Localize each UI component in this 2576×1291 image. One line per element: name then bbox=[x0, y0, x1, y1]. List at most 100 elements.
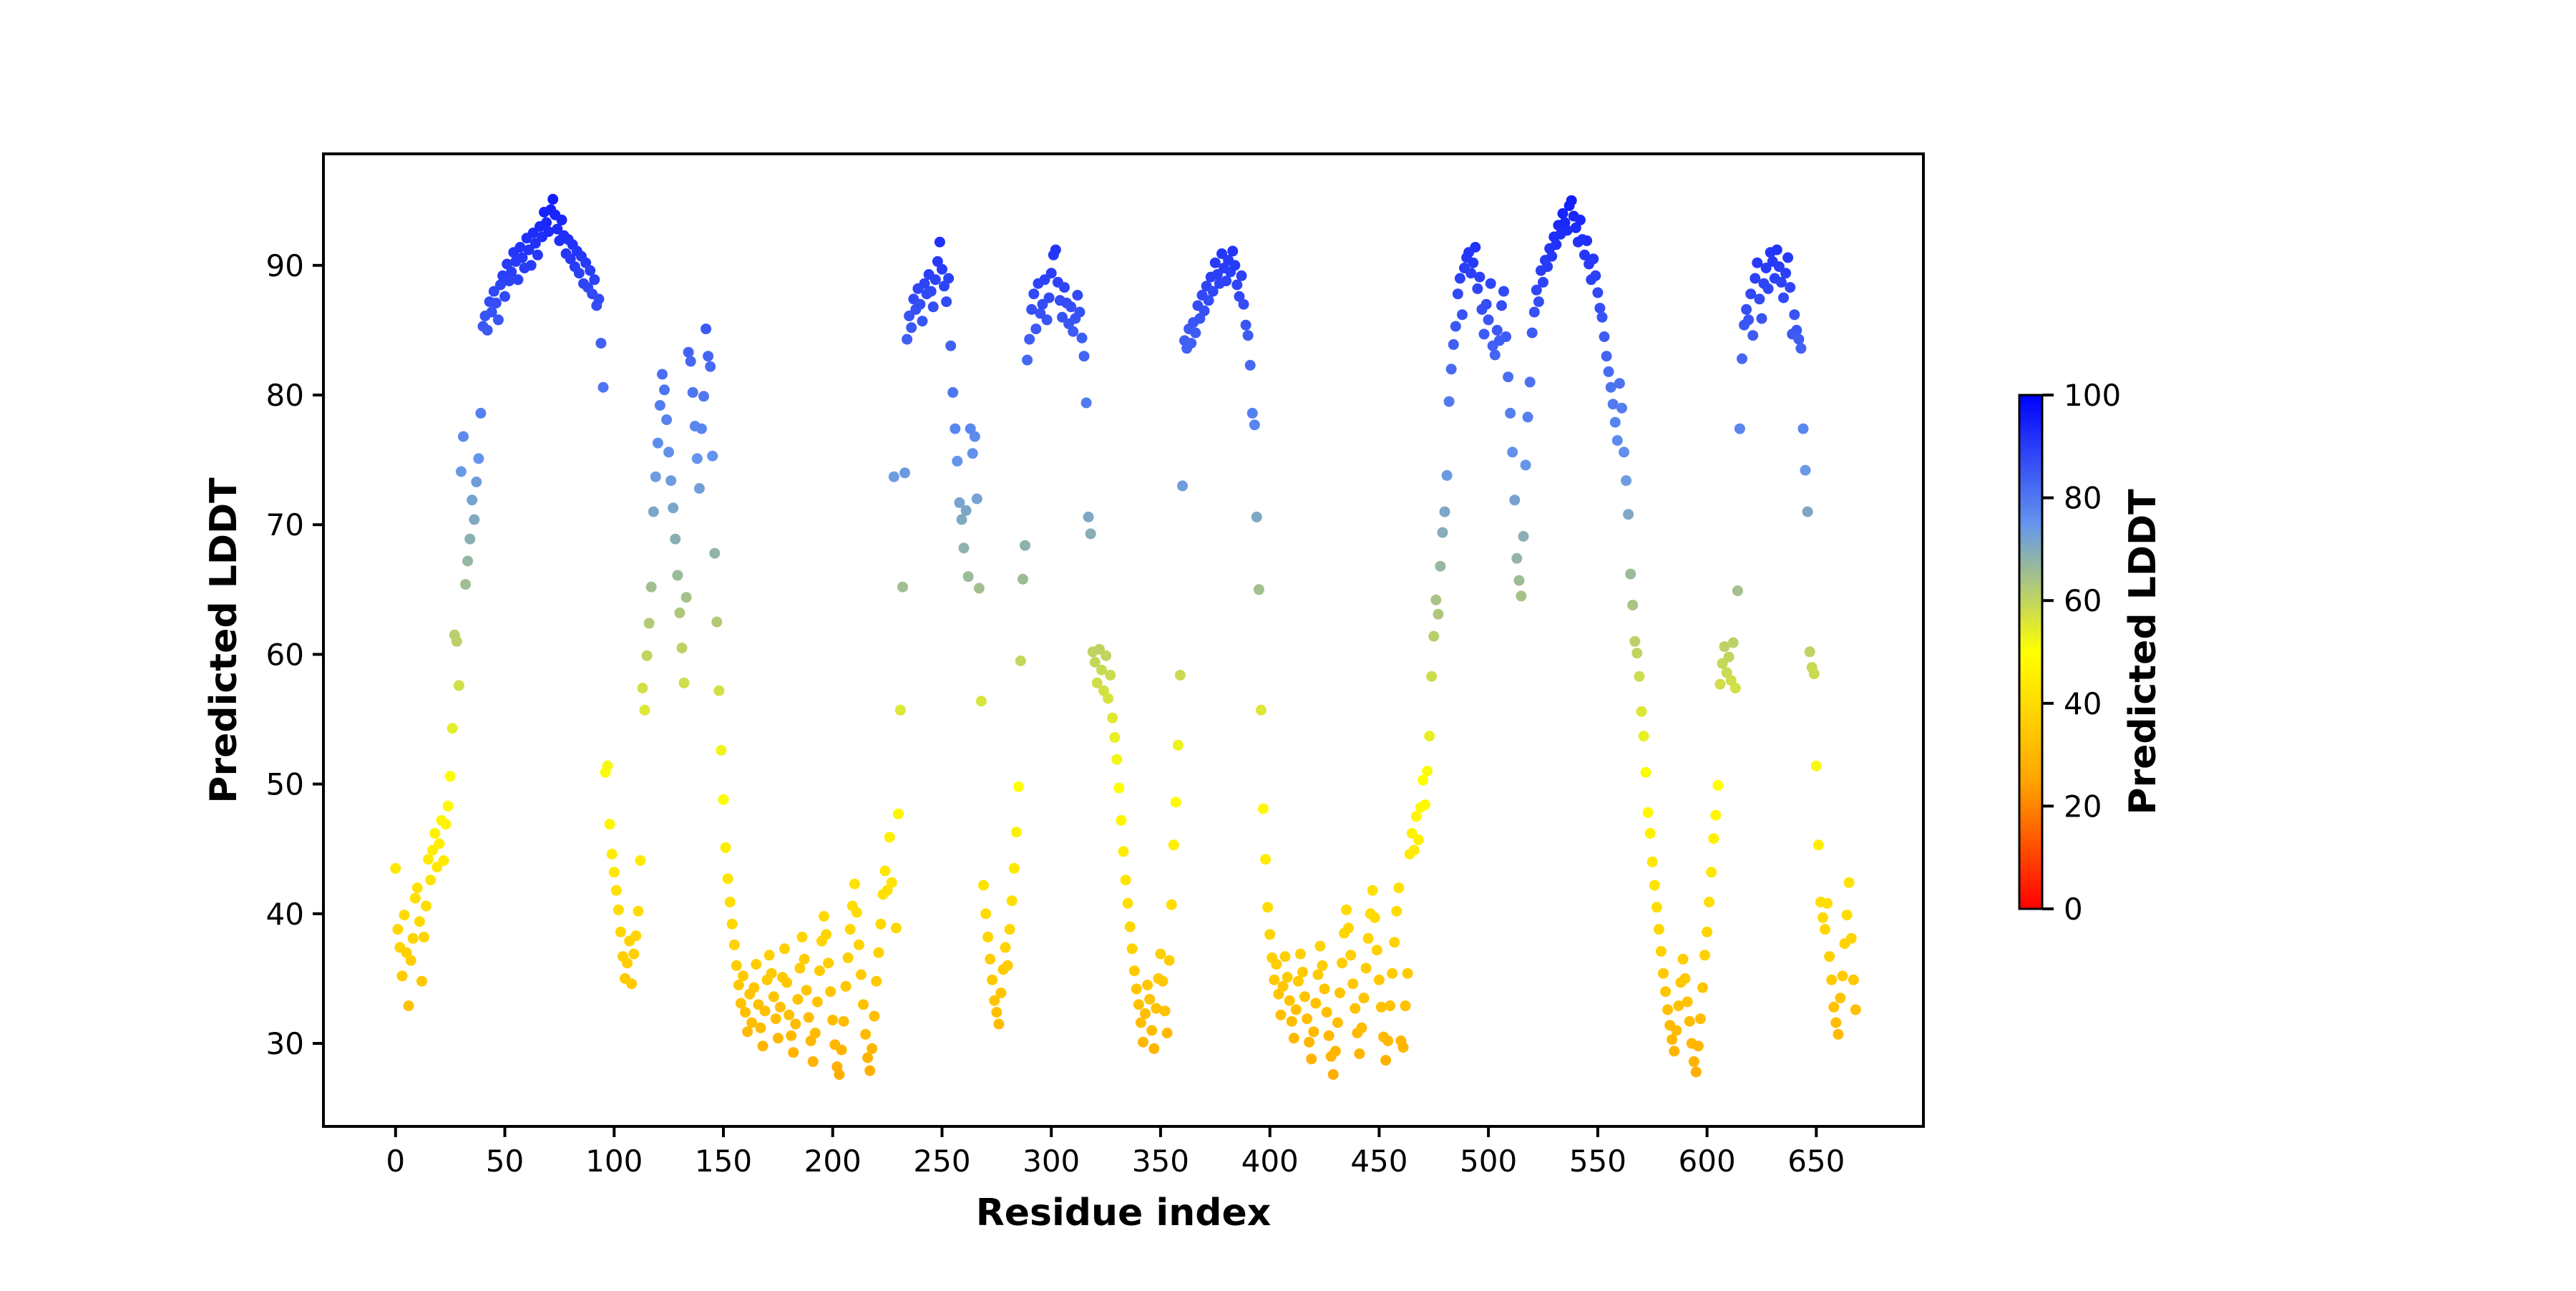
scatter-point bbox=[1260, 854, 1272, 865]
scatter-point bbox=[1345, 950, 1357, 961]
scatter-point bbox=[659, 384, 670, 396]
scatter-point bbox=[1337, 958, 1347, 969]
scatter-point bbox=[411, 882, 423, 894]
scatter-point bbox=[1496, 300, 1507, 311]
scatter-points-group bbox=[390, 193, 1861, 1080]
scatter-point bbox=[401, 947, 412, 958]
scatter-point bbox=[643, 618, 655, 629]
scatter-point bbox=[1221, 276, 1232, 287]
scatter-point bbox=[1818, 912, 1828, 923]
scatter-point bbox=[589, 274, 600, 286]
colorbar-tick-label: 60 bbox=[2064, 583, 2102, 618]
scatter-point bbox=[748, 982, 760, 993]
scatter-point bbox=[1273, 988, 1284, 1000]
scatter-point bbox=[460, 579, 472, 590]
colorbar-title: Predicted LDDT bbox=[2122, 489, 2165, 815]
scatter-point bbox=[1133, 999, 1144, 1010]
scatter-point bbox=[1690, 1066, 1702, 1078]
scatter-point bbox=[1172, 739, 1184, 751]
scatter-point bbox=[652, 437, 663, 449]
scatter-point bbox=[1741, 303, 1752, 315]
scatter-point bbox=[1131, 983, 1142, 995]
scatter-point bbox=[873, 947, 884, 958]
scatter-point bbox=[1706, 867, 1717, 878]
scatter-point bbox=[1002, 960, 1013, 971]
y-tick-label: 50 bbox=[266, 767, 304, 802]
scatter-point bbox=[892, 808, 904, 819]
scatter-point bbox=[543, 226, 555, 238]
scatter-point bbox=[1791, 324, 1802, 336]
scatter-point bbox=[680, 592, 692, 603]
scatter-point bbox=[1642, 807, 1654, 818]
scatter-point bbox=[1719, 641, 1730, 653]
scatter-point bbox=[1314, 940, 1326, 952]
scatter-point bbox=[1161, 1028, 1173, 1038]
scatter-point bbox=[1101, 650, 1112, 661]
scatter-point bbox=[1065, 301, 1077, 313]
scatter-point bbox=[1638, 731, 1649, 742]
scatter-point bbox=[663, 447, 675, 458]
scatter-point bbox=[661, 414, 673, 425]
scatter-point bbox=[648, 506, 659, 517]
scatter-point bbox=[1596, 311, 1608, 323]
scatter-point bbox=[1533, 296, 1544, 308]
scatter-point bbox=[1035, 308, 1046, 319]
scatter-point bbox=[1128, 965, 1140, 977]
scatter-point bbox=[1747, 330, 1759, 341]
scatter-point bbox=[1068, 326, 1079, 337]
scatter-point bbox=[1631, 648, 1643, 659]
scatter-point bbox=[1135, 1017, 1146, 1028]
scatter-point bbox=[1387, 968, 1398, 979]
scatter-point bbox=[635, 855, 646, 866]
scatter-point bbox=[1491, 324, 1503, 336]
scatter-point bbox=[1251, 511, 1262, 522]
scatter-point bbox=[1078, 351, 1090, 362]
x-tick-label: 450 bbox=[1350, 1144, 1407, 1179]
scatter-point bbox=[703, 351, 714, 362]
scatter-point bbox=[1513, 575, 1525, 586]
y-tick-label: 80 bbox=[266, 378, 304, 413]
scatter-point bbox=[1729, 683, 1741, 693]
x-tick-label: 500 bbox=[1460, 1144, 1517, 1179]
x-tick-label: 100 bbox=[585, 1144, 643, 1179]
scatter-point bbox=[1782, 252, 1794, 263]
scatter-point bbox=[1448, 338, 1459, 350]
scatter-point bbox=[1430, 594, 1442, 605]
scatter-point bbox=[429, 828, 441, 839]
scatter-point bbox=[1813, 839, 1824, 851]
scatter-point bbox=[1168, 839, 1179, 851]
scatter-point bbox=[1284, 995, 1295, 1006]
scatter-point bbox=[1470, 242, 1481, 253]
scatter-point bbox=[1542, 261, 1553, 273]
scatter-point bbox=[1843, 877, 1855, 888]
scatter-point bbox=[718, 794, 729, 805]
scatter-point bbox=[1611, 435, 1623, 446]
colorbar-tick-label: 20 bbox=[2064, 789, 2102, 824]
scatter-point bbox=[1330, 1046, 1341, 1057]
scatter-point bbox=[724, 897, 736, 907]
scatter-point bbox=[1424, 731, 1435, 742]
scatter-point bbox=[1144, 993, 1156, 1005]
scatter-point bbox=[838, 1015, 849, 1027]
scatter-point bbox=[1688, 1056, 1699, 1067]
scatter-point bbox=[1824, 951, 1835, 963]
scatter-point bbox=[1146, 1025, 1158, 1036]
scatter-point bbox=[1797, 423, 1809, 434]
x-tick-label: 550 bbox=[1569, 1144, 1626, 1179]
scatter-point bbox=[606, 849, 618, 859]
scatter-point bbox=[1472, 283, 1483, 294]
scatter-point bbox=[1074, 306, 1085, 318]
scatter-point bbox=[1822, 897, 1833, 909]
scatter-point bbox=[1142, 980, 1153, 990]
scatter-point bbox=[1385, 1000, 1396, 1011]
scatter-point bbox=[615, 926, 626, 937]
scatter-point bbox=[1159, 1005, 1171, 1017]
scatter-point bbox=[1397, 1042, 1409, 1053]
scatter-point bbox=[1489, 349, 1501, 361]
scatter-point bbox=[1155, 948, 1166, 960]
scatter-point bbox=[897, 581, 908, 593]
scatter-point bbox=[1422, 766, 1433, 776]
scatter-point bbox=[1468, 257, 1479, 268]
